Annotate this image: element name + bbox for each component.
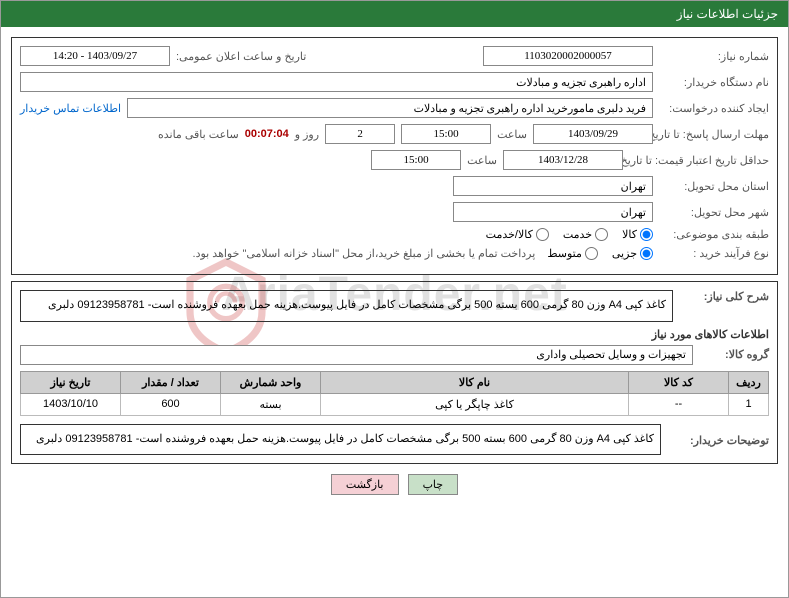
radio-both-input[interactable]	[536, 228, 549, 241]
purchase-note: پرداخت تمام یا بخشی از مبلغ خرید،از محل …	[193, 247, 536, 260]
buyer-notes-text: کاغذ کپی A4 وزن 80 گرمی 600 بسته 500 برگ…	[20, 424, 661, 456]
button-row: چاپ بازگشت	[11, 474, 778, 495]
requester-field[interactable]	[127, 98, 653, 118]
th-name: نام کالا	[321, 371, 629, 393]
th-date: تاریخ نیاز	[21, 371, 121, 393]
group-label: گروه کالا:	[699, 348, 769, 361]
announce-field[interactable]	[20, 46, 170, 66]
cell-date: 1403/10/10	[21, 393, 121, 415]
announce-label: تاریخ و ساعت اعلان عمومی:	[176, 50, 306, 63]
th-row: ردیف	[729, 371, 769, 393]
days-remaining-field[interactable]	[325, 124, 395, 144]
th-qty: تعداد / مقدار	[121, 371, 221, 393]
cell-row: 1	[729, 393, 769, 415]
cell-unit: بسته	[221, 393, 321, 415]
province-label: استان محل تحویل:	[659, 180, 769, 193]
summary-text: کاغذ کپی A4 وزن 80 گرمی 600 بسته 500 برگ…	[20, 290, 673, 322]
goods-table: ردیف کد کالا نام کالا واحد شمارش تعداد /…	[20, 371, 769, 416]
city-field[interactable]	[453, 202, 653, 222]
summary-section: شرح کلی نیاز: کاغذ کپی A4 وزن 80 گرمی 60…	[11, 281, 778, 464]
countdown-timer: 00:07:04	[245, 128, 289, 140]
deadline-time-field[interactable]	[401, 124, 491, 144]
buyer-org-label: نام دستگاه خریدار:	[659, 76, 769, 89]
validity-time-field[interactable]	[371, 150, 461, 170]
category-label: طبقه بندی موضوعی:	[659, 228, 769, 241]
cell-name: کاغذ چاپگر یا کپی	[321, 393, 629, 415]
deadline-label: مهلت ارسال پاسخ: تا تاریخ:	[659, 128, 769, 141]
goods-table-wrap: ردیف کد کالا نام کالا واحد شمارش تعداد /…	[20, 371, 769, 416]
buyer-notes-label: توضیحات خریدار:	[669, 424, 769, 447]
radio-service-input[interactable]	[595, 228, 608, 241]
need-number-label: شماره نیاز:	[659, 50, 769, 63]
time-label-1: ساعت	[497, 128, 527, 141]
radio-service[interactable]: خدمت	[563, 228, 608, 241]
contact-link[interactable]: اطلاعات تماس خریدار	[20, 102, 121, 115]
radio-medium[interactable]: متوسط	[547, 247, 598, 260]
need-number-field[interactable]	[483, 46, 653, 66]
purchase-type-radio-group: جزیی متوسط	[547, 247, 653, 260]
time-label-2: ساعت	[467, 154, 497, 167]
deadline-date-field[interactable]	[533, 124, 653, 144]
table-row: 1 -- کاغذ چاپگر یا کپی بسته 600 1403/10/…	[21, 393, 769, 415]
back-button[interactable]: بازگشت	[331, 474, 399, 495]
radio-goods[interactable]: کالا	[622, 228, 653, 241]
validity-label: حداقل تاریخ اعتبار قیمت: تا تاریخ:	[629, 154, 769, 167]
header-title: جزئیات اطلاعات نیاز	[677, 7, 778, 21]
radio-both[interactable]: کالا/خدمت	[486, 228, 549, 241]
requester-label: ایجاد کننده درخواست:	[659, 102, 769, 115]
city-label: شهر محل تحویل:	[659, 206, 769, 219]
radio-small[interactable]: جزیی	[612, 247, 653, 260]
cell-qty: 600	[121, 393, 221, 415]
group-field[interactable]	[20, 345, 693, 365]
cell-code: --	[629, 393, 729, 415]
radio-small-input[interactable]	[640, 247, 653, 260]
radio-goods-input[interactable]	[640, 228, 653, 241]
purchase-type-label: نوع فرآیند خرید :	[659, 247, 769, 260]
days-label: روز و	[295, 128, 319, 141]
category-radio-group: کالا خدمت کالا/خدمت	[486, 228, 653, 241]
th-code: کد کالا	[629, 371, 729, 393]
province-field[interactable]	[453, 176, 653, 196]
main-form: شماره نیاز: تاریخ و ساعت اعلان عمومی: نا…	[11, 37, 778, 275]
th-unit: واحد شمارش	[221, 371, 321, 393]
goods-section-title: اطلاعات کالاهای مورد نیاز	[20, 328, 769, 341]
print-button[interactable]: چاپ	[408, 474, 459, 495]
buyer-org-field[interactable]	[20, 72, 653, 92]
remaining-label: ساعت باقی مانده	[158, 128, 239, 141]
radio-medium-input[interactable]	[585, 247, 598, 260]
summary-label: شرح کلی نیاز:	[679, 290, 769, 303]
validity-date-field[interactable]	[503, 150, 623, 170]
page-header: جزئیات اطلاعات نیاز	[1, 1, 788, 27]
